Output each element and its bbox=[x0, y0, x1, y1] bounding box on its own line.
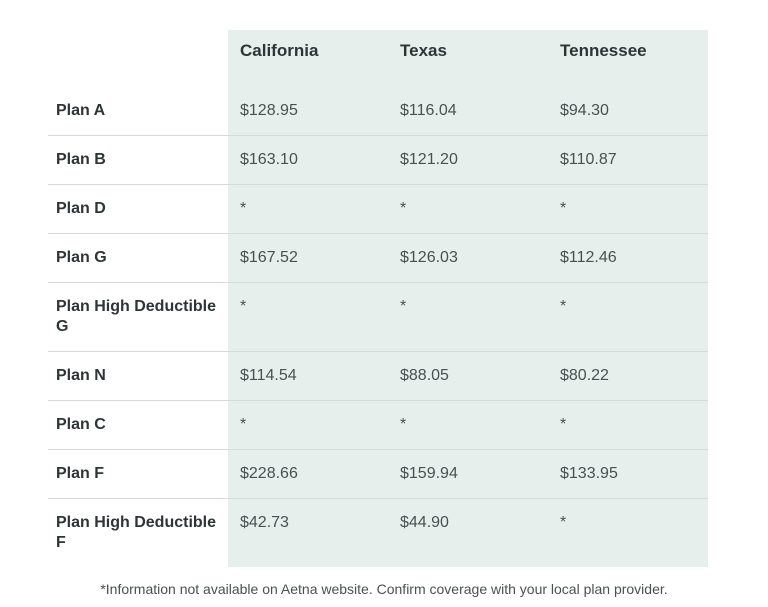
row-header: Plan N bbox=[48, 352, 228, 401]
row-header: Plan F bbox=[48, 450, 228, 499]
column-header: Texas bbox=[388, 30, 548, 87]
price-cell: $42.73 bbox=[228, 499, 388, 567]
price-cell: $88.05 bbox=[388, 352, 548, 401]
column-header: Tennessee bbox=[548, 30, 708, 87]
pricing-table: CaliforniaTexasTennesseePlan A$128.95$11… bbox=[48, 30, 708, 567]
price-cell: $94.30 bbox=[548, 87, 708, 136]
price-cell: $110.87 bbox=[548, 136, 708, 185]
price-cell: * bbox=[388, 401, 548, 450]
row-header: Plan D bbox=[48, 185, 228, 234]
price-cell: $80.22 bbox=[548, 352, 708, 401]
price-cell: * bbox=[388, 283, 548, 352]
price-cell: $114.54 bbox=[228, 352, 388, 401]
row-header: Plan A bbox=[48, 87, 228, 136]
price-cell: $126.03 bbox=[388, 234, 548, 283]
row-header: Plan C bbox=[48, 401, 228, 450]
price-cell: * bbox=[548, 499, 708, 567]
table-container: CaliforniaTexasTennesseePlan A$128.95$11… bbox=[0, 0, 768, 607]
price-cell: $128.95 bbox=[228, 87, 388, 136]
column-header-empty bbox=[48, 30, 228, 87]
row-header: Plan High Deductible F bbox=[48, 499, 228, 567]
price-cell: $163.10 bbox=[228, 136, 388, 185]
price-cell: $121.20 bbox=[388, 136, 548, 185]
price-cell: $112.46 bbox=[548, 234, 708, 283]
row-header: Plan B bbox=[48, 136, 228, 185]
row-header: Plan High Deductible G bbox=[48, 283, 228, 352]
price-cell: * bbox=[548, 185, 708, 234]
price-cell: $116.04 bbox=[388, 87, 548, 136]
price-cell: $167.52 bbox=[228, 234, 388, 283]
price-cell: * bbox=[548, 283, 708, 352]
price-cell: $44.90 bbox=[388, 499, 548, 567]
price-cell: * bbox=[228, 185, 388, 234]
price-cell: * bbox=[548, 401, 708, 450]
price-cell: $133.95 bbox=[548, 450, 708, 499]
price-cell: $159.94 bbox=[388, 450, 548, 499]
row-header: Plan G bbox=[48, 234, 228, 283]
price-cell: * bbox=[388, 185, 548, 234]
price-cell: * bbox=[228, 401, 388, 450]
price-cell: $228.66 bbox=[228, 450, 388, 499]
column-header: California bbox=[228, 30, 388, 87]
price-cell: * bbox=[228, 283, 388, 352]
